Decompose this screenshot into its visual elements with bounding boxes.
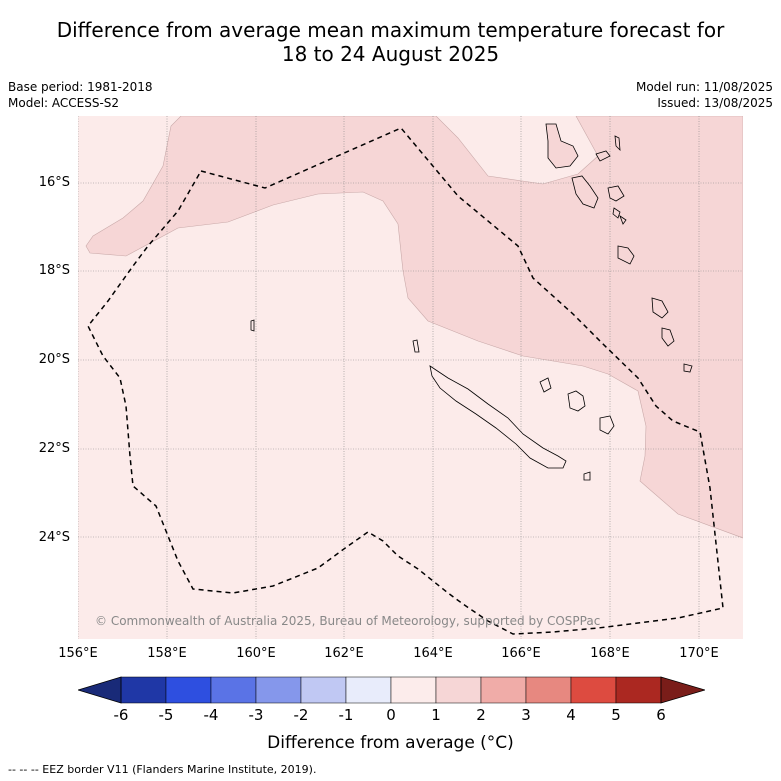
loyalty-island-mare	[599, 415, 615, 435]
colorbar-cell	[570, 676, 617, 704]
base-period: Base period: 1981-2018	[8, 80, 153, 94]
colorbar-cell	[165, 676, 212, 704]
chart-title: Difference from average mean maximum tem…	[0, 18, 781, 66]
chesterfield-reef	[250, 319, 255, 332]
vanuatu-islands	[545, 123, 693, 373]
lat-label-20s: 20°S	[38, 352, 70, 367]
colorbar-tick-label: 0	[386, 706, 396, 724]
model-name: Model: ACCESS-S2	[8, 96, 120, 110]
title-line-2: 18 to 24 August 2025	[281, 42, 500, 66]
isle-of-pines	[583, 471, 591, 481]
colorbar-cell	[300, 676, 347, 704]
lon-label-164e: 164°E	[413, 646, 453, 661]
colorbar-over-arrow	[660, 676, 705, 704]
colorbar-under-arrow	[78, 676, 122, 704]
colorbar-cell	[120, 676, 167, 704]
meta-left: Base period: 1981-2018 Model: ACCESS-S2	[8, 79, 153, 111]
anomaly-band-1-2	[85, 116, 743, 539]
belep-islands	[412, 339, 420, 353]
lat-label-24s: 24°S	[38, 530, 70, 545]
map-svg	[78, 116, 743, 639]
lon-label-162e: 162°E	[324, 646, 364, 661]
lon-label-166e: 166°E	[501, 646, 541, 661]
colorbar-tick-label: 4	[566, 706, 576, 724]
issued-date: Issued: 13/08/2025	[657, 96, 773, 110]
colorbar-tick-label: -1	[338, 706, 354, 724]
new-caledonia-coast	[429, 365, 567, 469]
loyalty-island-lifou	[567, 390, 586, 412]
colorbar-tick-label: 3	[521, 706, 531, 724]
meta-right: Model run: 11/08/2025 Issued: 13/08/2025	[636, 79, 773, 111]
lat-label-18s: 18°S	[38, 263, 70, 278]
model-run: Model run: 11/08/2025	[635, 80, 773, 94]
colorbar-tick-label: -4	[203, 706, 219, 724]
graticule	[78, 116, 743, 639]
colorbar-tick-label: 1	[431, 706, 441, 724]
colorbar-label: Difference from average (°C)	[267, 733, 514, 753]
colorbar	[78, 676, 705, 704]
colorbar-cell	[525, 676, 572, 704]
title-line-1: Difference from average mean maximum tem…	[56, 18, 725, 42]
colorbar-cell	[345, 676, 392, 704]
colorbar-tick-label: 5	[611, 706, 621, 724]
colorbar-tick-label: 2	[476, 706, 486, 724]
eez-footnote: -- -- -- EEZ border V11 (Flanders Marine…	[8, 763, 317, 776]
colorbar-cell	[210, 676, 257, 704]
colorbar-tick-label: -6	[113, 706, 129, 724]
colorbar-tick-label: -2	[293, 706, 309, 724]
colorbar-cell	[615, 676, 662, 704]
colorbar-cells	[120, 676, 662, 704]
colorbar-tick-label: -5	[158, 706, 174, 724]
colorbar-cell	[480, 676, 527, 704]
colorbar-cell	[390, 676, 437, 704]
colorbar-tick-label: 6	[656, 706, 666, 724]
colorbar-cell	[435, 676, 482, 704]
loyalty-island-ouvea	[539, 377, 552, 393]
lon-label-170e: 170°E	[679, 646, 719, 661]
lon-label-156e: 156°E	[58, 646, 98, 661]
colorbar-cell	[255, 676, 302, 704]
lon-label-168e: 168°E	[590, 646, 630, 661]
lon-label-160e: 160°E	[236, 646, 276, 661]
lat-label-22s: 22°S	[38, 441, 70, 456]
copyright-credit: © Commonwealth of Australia 2025, Bureau…	[95, 614, 601, 628]
map-panel	[78, 116, 743, 639]
lat-label-16s: 16°S	[38, 175, 70, 190]
colorbar-tick-label: -3	[248, 706, 264, 724]
lon-label-158e: 158°E	[147, 646, 187, 661]
eez-border	[87, 127, 724, 635]
